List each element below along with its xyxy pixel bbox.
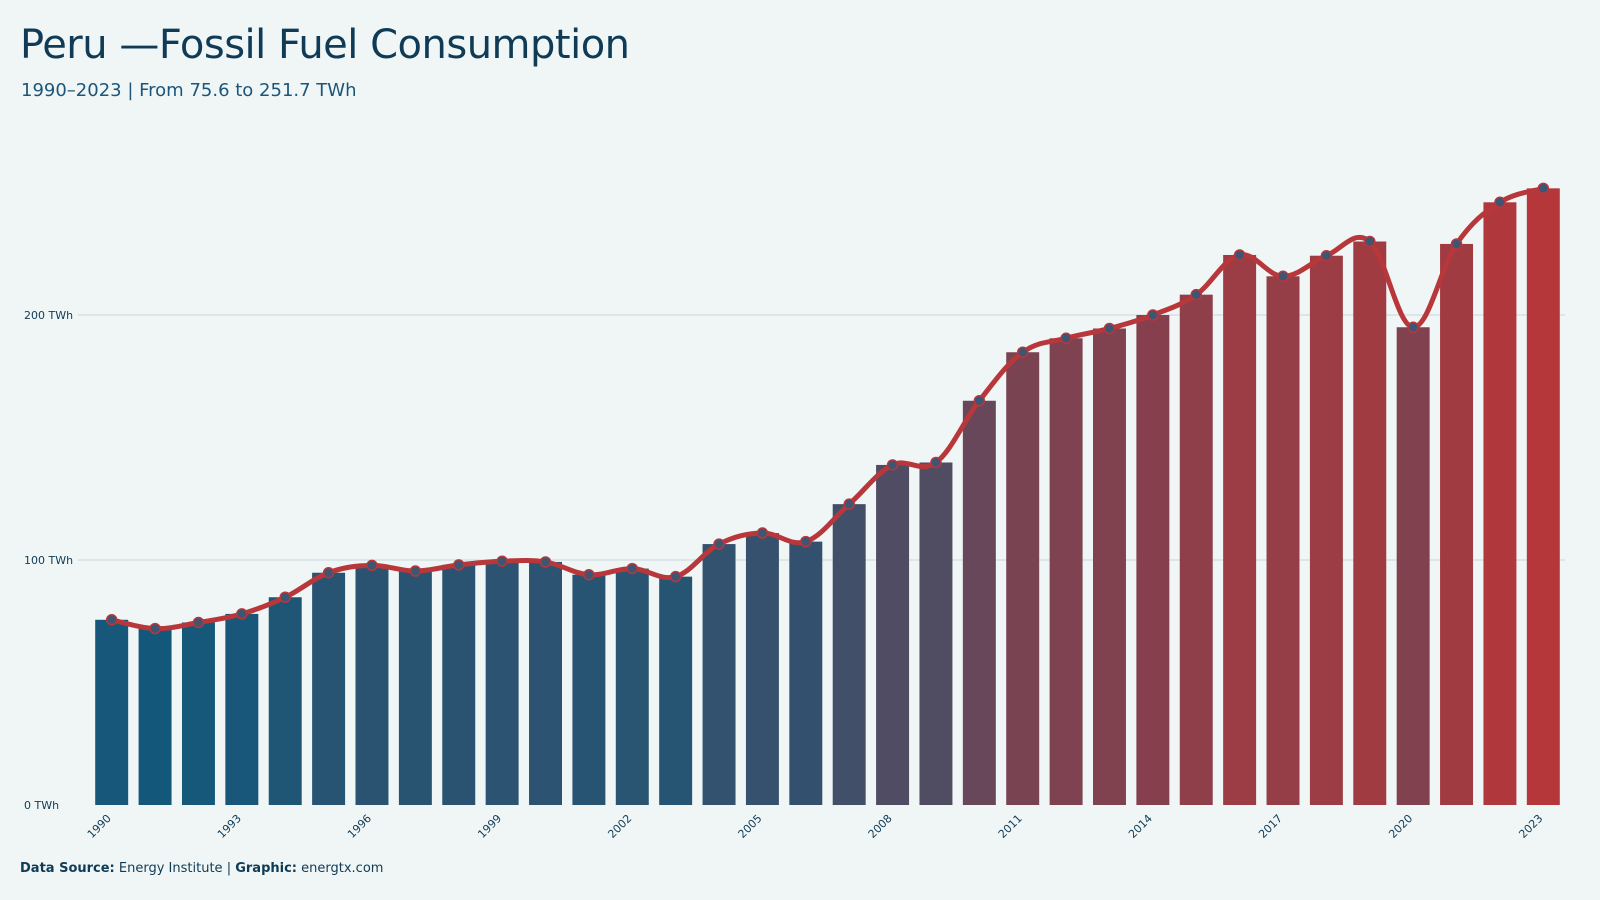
bar [1353, 241, 1387, 805]
graphic-value: energtx.com [301, 861, 384, 876]
x-tick-label: 1993 [215, 812, 244, 841]
x-tick-label: 2011 [996, 812, 1025, 841]
bar [1223, 254, 1257, 806]
bar [659, 576, 693, 805]
bar [442, 564, 476, 805]
bar [745, 533, 779, 805]
data-point [713, 538, 725, 550]
bar [1483, 202, 1517, 806]
x-tick-label: 2014 [1126, 812, 1155, 841]
bar-layer [95, 188, 1560, 806]
data-point [1320, 249, 1333, 262]
data-point [1233, 249, 1246, 261]
footer: Data Source: Energy Institute | Graphic:… [20, 861, 383, 876]
data-point [626, 562, 639, 575]
data-point [279, 591, 291, 603]
bar [398, 571, 432, 805]
data-point [105, 614, 118, 626]
bar [1440, 243, 1474, 805]
bar [95, 619, 129, 805]
data-point [539, 556, 552, 568]
data-point [1364, 235, 1376, 248]
data-point [1103, 322, 1116, 335]
bar [268, 597, 302, 805]
bar [615, 568, 649, 805]
x-tick-label: 1990 [85, 812, 114, 841]
data-point [1060, 332, 1072, 345]
bar [355, 565, 389, 805]
chart-subtitle: 1990–2023 | From 75.6 to 251.7 TWh [21, 80, 357, 101]
y-tick-label: 0 TWh [24, 799, 59, 812]
bar [1093, 328, 1126, 805]
data-point [843, 498, 855, 510]
y-tick-label: 200 TWh [24, 309, 73, 322]
data-point [192, 616, 205, 629]
data-point [973, 395, 986, 407]
data-point [453, 559, 465, 571]
bar [1309, 255, 1343, 805]
data-point [1537, 182, 1550, 195]
data-point [1190, 288, 1202, 301]
x-tick-label: 2008 [866, 812, 895, 841]
bar [1136, 315, 1170, 805]
data-point [583, 568, 595, 581]
bar [485, 561, 519, 805]
chart-title: Peru —Fossil Fuel Consumption [20, 22, 630, 68]
data-point [149, 622, 161, 635]
data-point [886, 459, 899, 471]
bar [1006, 352, 1040, 805]
x-tick-label: 2017 [1256, 812, 1285, 841]
bar [1049, 338, 1083, 805]
data-point [1277, 270, 1289, 283]
data-point [756, 527, 769, 539]
bar [962, 400, 996, 805]
data-point [930, 456, 942, 469]
bar [181, 622, 215, 805]
data-point [409, 565, 422, 577]
bar [312, 572, 346, 805]
bar [1396, 327, 1430, 805]
data-point [1450, 238, 1463, 250]
data-point [322, 566, 335, 579]
bar [225, 613, 259, 805]
bar [832, 504, 866, 805]
x-tick-label: 1996 [345, 812, 374, 841]
x-tick-label: 2023 [1516, 812, 1545, 841]
data-point [1147, 309, 1159, 321]
data-point [496, 555, 508, 567]
bar [789, 541, 823, 805]
x-tick-label: 2005 [736, 812, 765, 841]
data-point [1016, 346, 1029, 358]
data-point [1407, 321, 1419, 333]
data-point [1494, 196, 1506, 209]
bar [529, 561, 562, 805]
data-point [669, 570, 682, 583]
x-tick-label: 2020 [1386, 812, 1415, 841]
bar [1526, 188, 1560, 805]
bar [919, 462, 953, 805]
bar [1266, 276, 1300, 805]
source-value: Energy Institute [118, 861, 223, 876]
x-tick-label: 1999 [475, 812, 504, 841]
bar [702, 544, 736, 805]
bar [138, 628, 172, 805]
bar [1179, 294, 1213, 805]
data-point [236, 608, 248, 620]
footer-separator: | [226, 861, 232, 876]
graphic-label: Graphic: [235, 861, 297, 876]
marker-layer [105, 182, 1550, 635]
source-label: Data Source: [20, 861, 115, 876]
bar [876, 464, 910, 805]
x-tick-label: 2002 [605, 812, 634, 841]
bar [572, 574, 606, 805]
data-point [800, 535, 812, 548]
y-tick-label: 100 TWh [24, 554, 73, 567]
data-point [366, 559, 378, 572]
